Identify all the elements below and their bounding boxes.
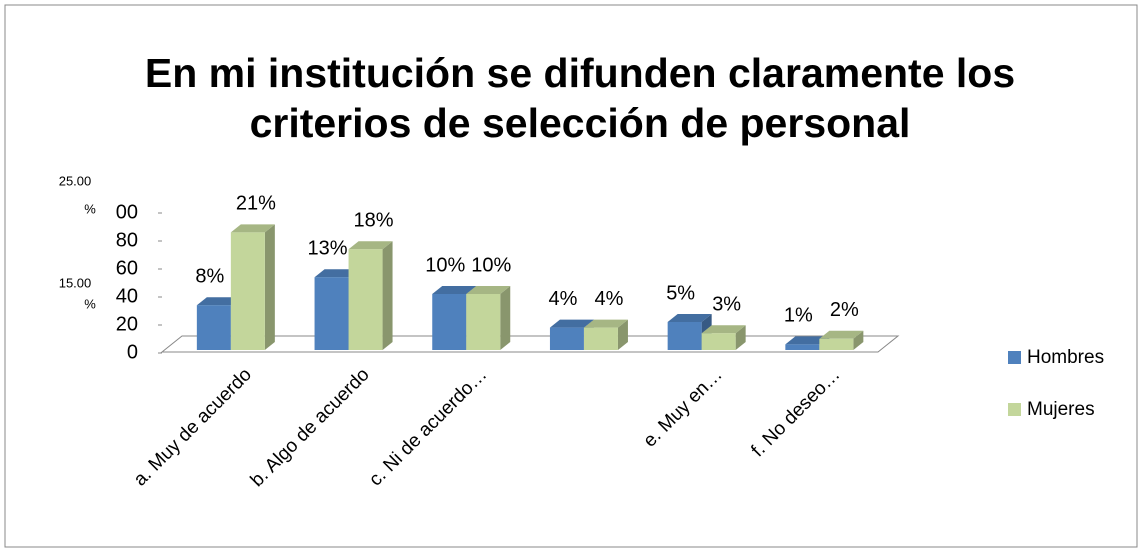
bar-side [500, 286, 511, 350]
bar-side [617, 319, 628, 350]
y-tick-label: 60 [116, 257, 138, 279]
bar [549, 327, 584, 350]
chart-border [4, 4, 1138, 548]
bar [819, 338, 854, 350]
data-label: 18% [354, 209, 394, 231]
data-label: 2% [830, 299, 859, 321]
bar-top [230, 224, 275, 233]
legend-swatch [1008, 403, 1021, 416]
data-label: 1% [784, 305, 813, 327]
legend-label: Mujeres [1027, 399, 1095, 420]
bar-side [853, 330, 864, 350]
annotation: 25.00 [59, 173, 92, 188]
chart-title: criterios de selección de personal [250, 100, 911, 146]
y-tick-label: 0 [127, 341, 138, 363]
data-label: 13% [308, 237, 348, 259]
bar-top [348, 241, 393, 250]
data-label: 5% [666, 282, 695, 304]
bar [230, 232, 265, 350]
annotation: % [84, 296, 96, 311]
data-label: 4% [594, 288, 623, 310]
y-tick-label: 40 [116, 285, 138, 307]
bar-top [583, 319, 628, 328]
bar [785, 344, 820, 350]
bar-top [432, 286, 477, 294]
data-label: 10% [471, 254, 511, 276]
data-label: 4% [548, 288, 577, 310]
bar-side [382, 241, 393, 350]
bar [466, 294, 501, 350]
bar-side [735, 325, 746, 350]
legend-swatch [1008, 351, 1021, 364]
bar [667, 322, 702, 350]
bar-top [549, 319, 594, 328]
bar [196, 305, 231, 350]
data-label: 8% [195, 265, 224, 287]
bar-top [196, 297, 241, 306]
chart-title: En mi institución se difunden claramente… [145, 50, 1015, 96]
bar-top [314, 269, 359, 278]
data-label: 10% [425, 254, 465, 276]
y-tick-label: 00 [116, 201, 138, 223]
bar [583, 327, 618, 350]
bar-top [701, 325, 746, 334]
data-label: 21% [236, 193, 276, 215]
bar-top [785, 336, 830, 345]
bar-top [667, 314, 712, 322]
bar-top [819, 330, 864, 339]
data-label: 3% [712, 293, 741, 315]
bar-top [466, 286, 511, 294]
bar [432, 294, 467, 350]
bar [701, 333, 736, 350]
bar [348, 249, 383, 350]
annotation: % [84, 201, 96, 216]
bar [314, 277, 349, 350]
legend-label: Hombres [1027, 347, 1104, 368]
bar-side [264, 224, 275, 350]
y-tick-label: 80 [116, 229, 138, 251]
y-tick-label: 20 [116, 313, 138, 335]
annotation: 15.00 [59, 275, 92, 290]
